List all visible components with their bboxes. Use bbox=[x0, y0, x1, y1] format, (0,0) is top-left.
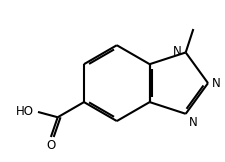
Text: O: O bbox=[46, 139, 55, 152]
Text: N: N bbox=[211, 77, 220, 90]
Text: N: N bbox=[172, 45, 181, 58]
Text: HO: HO bbox=[16, 105, 34, 118]
Text: N: N bbox=[188, 116, 197, 129]
